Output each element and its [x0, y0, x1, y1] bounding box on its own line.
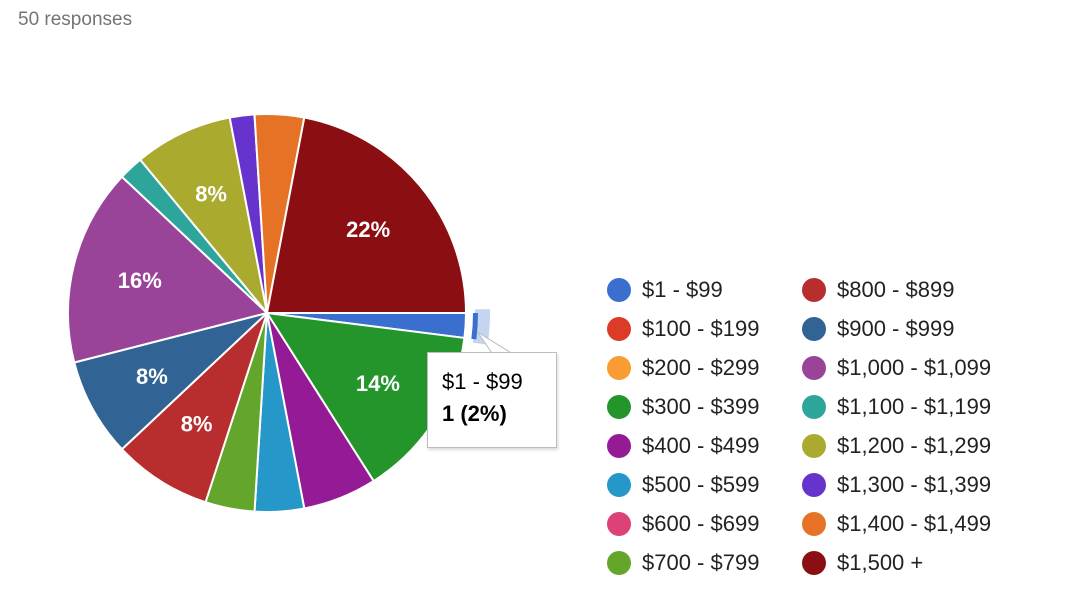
legend-swatch [802, 550, 826, 575]
legend-item[interactable]: $1,000 - $1,099 [802, 348, 1042, 387]
legend-swatch [802, 472, 826, 497]
legend-swatch [802, 433, 826, 458]
legend-item[interactable]: $1,200 - $1,299 [802, 426, 1042, 465]
legend-swatch [607, 277, 631, 302]
legend-label: $1,100 - $1,199 [837, 393, 992, 419]
pie-slice[interactable] [265, 116, 468, 314]
legend-item[interactable]: $300 - $399 [607, 387, 802, 426]
legend-swatch [802, 511, 826, 536]
legend-swatch [802, 394, 826, 419]
legend-label: $700 - $799 [642, 549, 760, 575]
legend-label: $500 - $599 [642, 471, 760, 497]
slice-percent-label: 14% [356, 371, 400, 396]
pie-slice[interactable] [120, 312, 268, 504]
legend-label: $1,200 - $1,299 [837, 432, 992, 458]
legend-label: $400 - $499 [642, 432, 760, 458]
legend-item[interactable]: $200 - $299 [607, 348, 802, 387]
legend-item[interactable]: $400 - $499 [607, 426, 802, 465]
legend-item[interactable]: $1,300 - $1,399 [802, 465, 1042, 504]
legend-item[interactable]: $500 - $599 [607, 465, 802, 504]
legend-swatch [607, 550, 631, 575]
legend-item[interactable]: $900 - $999 [802, 309, 1042, 348]
pie-slice[interactable] [67, 175, 270, 364]
legend-swatch [607, 472, 631, 497]
legend-label: $1,000 - $1,099 [837, 354, 992, 380]
legend-label: $1,500 + [837, 549, 924, 575]
pie-labels: 14% 8% 8% 16% 8% 22% [118, 182, 400, 437]
legend-label: $600 - $699 [642, 510, 760, 536]
legend-swatch [607, 511, 631, 536]
legend-label: $100 - $199 [642, 315, 760, 341]
legend-swatch [802, 316, 826, 341]
legend-swatch [607, 355, 631, 380]
legend-swatch [607, 316, 631, 341]
slice-tooltip: $1 - $99 1 (2%) [427, 352, 557, 448]
legend-label: $1,400 - $1,499 [837, 510, 992, 536]
legend-label: $1 - $99 [642, 276, 723, 302]
chart-legend: $1 - $99 $100 - $199 $200 - $299 $300 - $39… [607, 270, 1042, 582]
slice-hover-edge [471, 313, 478, 340]
slice-percent-label: 8% [181, 411, 213, 436]
slice-percent-label: 8% [195, 182, 227, 207]
legend-item[interactable]: $700 - $799 [607, 543, 802, 582]
legend-label: $900 - $999 [837, 315, 955, 341]
legend-swatch [802, 277, 826, 302]
legend-swatch [802, 355, 826, 380]
legend-item[interactable]: $800 - $899 [802, 270, 1042, 309]
pie-slices [67, 113, 468, 513]
slice-percent-label: 8% [136, 364, 168, 389]
responses-count: 50 responses [18, 9, 133, 30]
slice-percent-label: 22% [346, 217, 390, 242]
pie-slice[interactable] [138, 116, 268, 314]
legend-item[interactable]: $1,500 + [802, 543, 1042, 582]
legend-item[interactable]: $1 - $99 [607, 270, 802, 309]
legend-label: $300 - $399 [642, 393, 760, 419]
legend-item[interactable]: $600 - $699 [607, 504, 802, 543]
legend-item[interactable]: $100 - $199 [607, 309, 802, 348]
tooltip-label: $1 - $99 [442, 369, 523, 394]
tooltip-value: 1 (2%) [442, 401, 507, 426]
legend-swatch [607, 394, 631, 419]
legend-label: $1,300 - $1,399 [837, 471, 992, 497]
slice-percent-label: 16% [118, 268, 162, 293]
legend-item[interactable]: $1,100 - $1,199 [802, 387, 1042, 426]
pie-slice[interactable] [73, 312, 268, 451]
legend-label: $200 - $299 [642, 354, 760, 380]
legend-label: $800 - $899 [837, 276, 955, 302]
legend-item[interactable]: $1,400 - $1,499 [802, 504, 1042, 543]
legend-swatch [607, 433, 631, 458]
